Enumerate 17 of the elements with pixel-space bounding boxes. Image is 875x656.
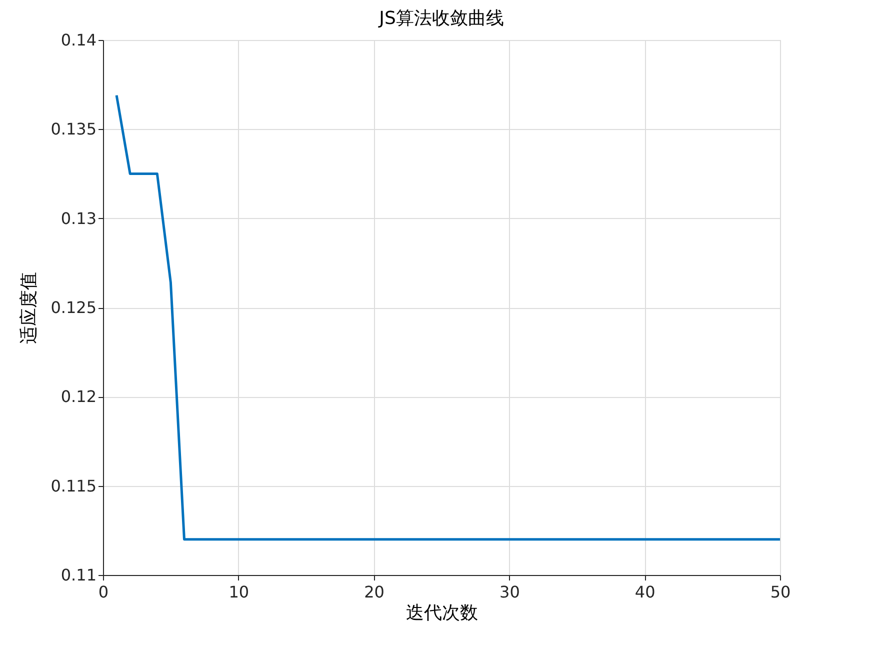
y-tick-label: 0.115 [50, 476, 96, 496]
line-series [115, 94, 780, 541]
x-tick-label: 30 [500, 582, 520, 602]
y-axis-title: 适应度值 [18, 272, 40, 344]
x-tick-label: 50 [770, 582, 791, 602]
x-tick-label: 40 [634, 582, 656, 602]
y-tick-label: 0.125 [50, 298, 96, 317]
x-axis-title: 迭代次数 [406, 602, 478, 624]
y-tick-label: 0.135 [50, 120, 96, 139]
y-tick-label: 0.14 [60, 30, 96, 50]
x-tick-label: 10 [228, 582, 250, 602]
x-tick-label: 20 [364, 582, 384, 602]
x-tick-label: 0 [98, 582, 109, 602]
y-tick-label: 0.12 [60, 387, 96, 406]
chart-title: JS算法收敛曲线 [378, 8, 504, 29]
y-tick-label: 0.13 [60, 208, 96, 228]
y-tick-label: 0.11 [60, 566, 96, 584]
